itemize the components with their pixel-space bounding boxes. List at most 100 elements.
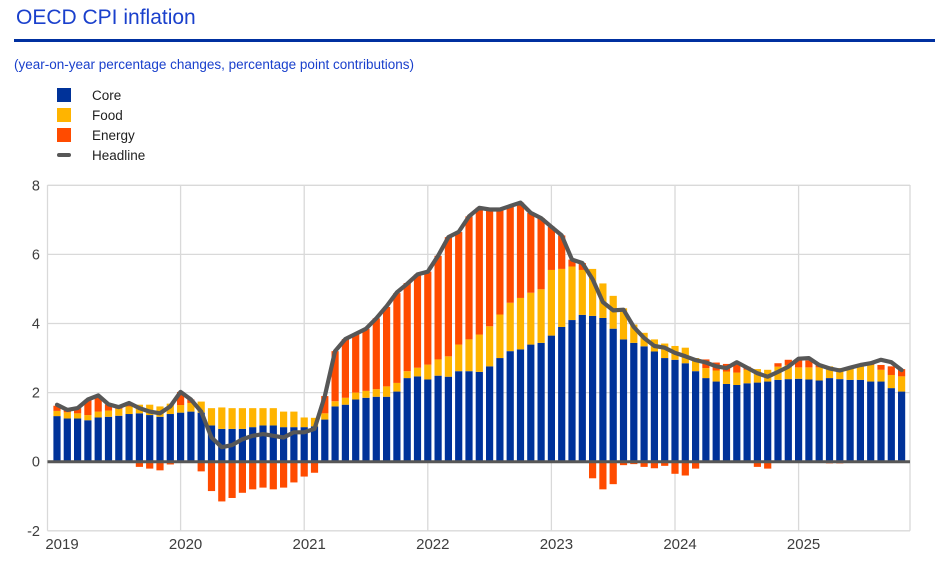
bar-core: [650, 351, 658, 462]
bar-energy: [238, 461, 246, 493]
bar-core: [177, 412, 185, 462]
bar-energy: [784, 359, 792, 365]
bar-food: [661, 343, 669, 359]
bar-core: [774, 379, 782, 462]
bar-food: [805, 367, 813, 380]
bar-energy: [609, 461, 617, 485]
bar-energy: [393, 293, 401, 383]
bar-energy: [692, 461, 700, 469]
bar-core: [362, 397, 370, 462]
bar-core: [702, 378, 710, 462]
bar-core: [383, 396, 391, 462]
bar-food: [846, 367, 854, 380]
page-title: OECD CPI inflation: [16, 6, 196, 29]
bar-food: [795, 367, 803, 379]
bar-core: [640, 346, 648, 462]
bar-energy: [280, 461, 288, 488]
bar-energy: [444, 237, 452, 357]
bar-food: [177, 405, 185, 413]
bar-core: [331, 406, 339, 462]
bar-food: [115, 408, 123, 416]
bar-food: [887, 374, 895, 389]
bar-food: [104, 410, 113, 417]
legend-item-energy: Energy: [57, 128, 145, 143]
bar-core: [630, 342, 638, 462]
bar-energy: [269, 461, 277, 490]
bar-core: [84, 420, 92, 462]
bar-core: [856, 379, 864, 462]
bar-core: [455, 371, 463, 462]
bar-food: [692, 358, 700, 372]
bar-energy: [661, 461, 669, 466]
bar-core: [310, 426, 319, 462]
bar-energy: [537, 218, 545, 290]
bar-core: [516, 349, 525, 462]
bar-food: [898, 376, 906, 392]
y-tick-label: 2: [32, 386, 40, 402]
x-tick-label: 2020: [169, 536, 202, 553]
y-tick-label: 8: [32, 178, 40, 194]
bar-core: [537, 342, 545, 462]
bar-core: [712, 381, 720, 462]
bar-energy: [589, 461, 597, 479]
core-swatch-icon: [57, 88, 71, 102]
bar-energy: [177, 391, 185, 406]
bar-core: [434, 375, 442, 462]
bar-food: [506, 302, 514, 352]
bar-food: [856, 364, 864, 380]
bar-energy: [53, 405, 61, 411]
bar-energy: [403, 283, 411, 372]
bar-energy: [228, 461, 236, 498]
bar-food: [331, 401, 339, 407]
bar-food: [578, 269, 586, 315]
bar-core: [722, 383, 731, 462]
bar-core: [753, 382, 761, 462]
energy-swatch-icon: [57, 128, 71, 142]
bar-core: [568, 320, 576, 462]
bar-food: [341, 397, 349, 405]
bar-core: [671, 359, 679, 462]
bar-food: [825, 366, 834, 379]
bar-core: [146, 415, 154, 462]
bar-food: [383, 386, 391, 397]
bar-food: [125, 406, 133, 415]
bar-food: [547, 269, 555, 336]
bar-food: [259, 408, 267, 426]
bar-energy: [84, 399, 92, 416]
bar-core: [506, 351, 514, 462]
bar-core: [135, 413, 143, 462]
bar-food: [444, 356, 452, 377]
bar-core: [661, 358, 669, 462]
bar-food: [84, 415, 92, 421]
bar-food: [74, 413, 82, 419]
bar-food: [475, 334, 483, 372]
bar-food: [877, 369, 885, 382]
bar-food: [269, 408, 277, 426]
bar-energy: [74, 408, 82, 414]
bar-food: [702, 368, 710, 379]
bar-food: [94, 411, 102, 418]
x-tick-label: 2019: [45, 536, 78, 553]
bar-core: [280, 427, 288, 462]
bar-energy: [898, 369, 906, 377]
bar-core: [352, 399, 360, 462]
x-tick-label: 2023: [540, 536, 573, 553]
bar-energy: [249, 461, 257, 490]
bar-food: [527, 292, 535, 345]
bar-food: [218, 407, 226, 429]
legend-item-food: Food: [57, 108, 145, 123]
bar-food: [393, 382, 401, 392]
bar-core: [341, 404, 349, 462]
bar-food: [424, 364, 432, 380]
bar-core: [486, 366, 494, 462]
bar-energy: [527, 212, 535, 293]
bar-energy: [475, 207, 483, 335]
bar-food: [321, 413, 329, 420]
bar-food: [516, 297, 525, 350]
bar-energy: [774, 363, 782, 367]
bar-energy: [805, 360, 813, 368]
bar-core: [238, 428, 246, 462]
bar-energy: [146, 461, 154, 469]
bar-energy: [640, 461, 648, 467]
